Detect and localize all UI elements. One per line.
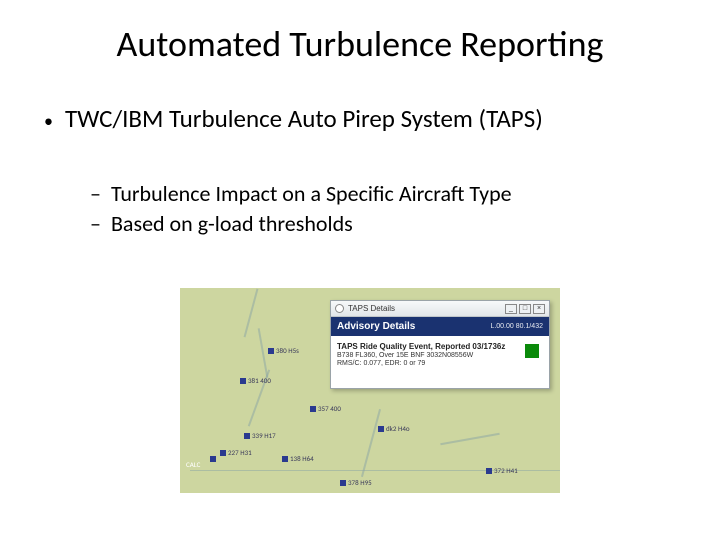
map-marker (486, 468, 492, 474)
map-marker-label: 372 H41 (494, 466, 518, 475)
taps-dialog: TAPS Details _ □ × Advisory Details L.00… (330, 300, 550, 389)
body-line3: RMS/C: 0.077, EDR: 0 or 79 (337, 360, 543, 367)
dialog-titlebar[interactable]: TAPS Details _ □ × (331, 301, 549, 317)
bullet-dot: • (44, 110, 53, 132)
bullet1-text: TWC/IBM Turbulence Auto Pirep System (TA… (65, 104, 543, 134)
bullet-level2: – Based on g-load thresholds (90, 210, 353, 237)
bullet-level2: – Turbulence Impact on a Specific Aircra… (90, 180, 512, 207)
map-marker-label: 357 400 (318, 404, 341, 413)
map-marker (244, 433, 250, 439)
close-button[interactable]: × (533, 304, 545, 314)
map-marker-label: dk2 H4o (386, 424, 410, 433)
bullet-dash: – (90, 210, 101, 237)
dialog-body: TAPS Ride Quality Event, Reported 03/173… (331, 336, 549, 388)
banner-location: L.00.00 80.1/432 (490, 323, 543, 330)
map-marker (220, 450, 226, 456)
map-marker-label: 339 H17 (252, 431, 276, 440)
minimize-button[interactable]: _ (505, 304, 517, 314)
severity-square-icon (525, 344, 539, 358)
map-marker-label: 381 400 (248, 376, 271, 385)
map-marker (282, 456, 288, 462)
dialog-banner: Advisory Details L.00.00 80.1/432 (331, 317, 549, 336)
map-marker-label: 138 H64 (290, 454, 314, 463)
dialog-title: TAPS Details (348, 304, 395, 313)
slide-title: Automated Turbulence Reporting (0, 22, 720, 66)
body-line2: B738 FL360, Over 15E BNF 3032N08556W (337, 352, 543, 359)
map-white-label: CALC (186, 460, 200, 469)
map-marker (268, 348, 274, 354)
map-marker (340, 480, 346, 486)
taps-icon (335, 304, 344, 313)
bullet-dash: – (90, 180, 101, 207)
map-marker (210, 456, 216, 462)
map-marker (240, 378, 246, 384)
maximize-button[interactable]: □ (519, 304, 531, 314)
map-marker (310, 406, 316, 412)
map-marker-label: 378 H95 (348, 478, 372, 487)
map-image: 380 H5s 381 400 357 400 339 H17227 H31 138 H… (180, 288, 560, 493)
body-line1: TAPS Ride Quality Event, Reported 03/173… (337, 342, 543, 351)
map-marker-label: 380 H5s (276, 346, 299, 355)
bullet-level1: • TWC/IBM Turbulence Auto Pirep System (… (44, 104, 543, 134)
sub1-text: Turbulence Impact on a Specific Aircraft… (111, 180, 512, 207)
map-marker (378, 426, 384, 432)
banner-label: Advisory Details (337, 321, 415, 332)
sub2-text: Based on g-load thresholds (111, 210, 353, 237)
map-marker-label: 227 H31 (228, 448, 252, 457)
